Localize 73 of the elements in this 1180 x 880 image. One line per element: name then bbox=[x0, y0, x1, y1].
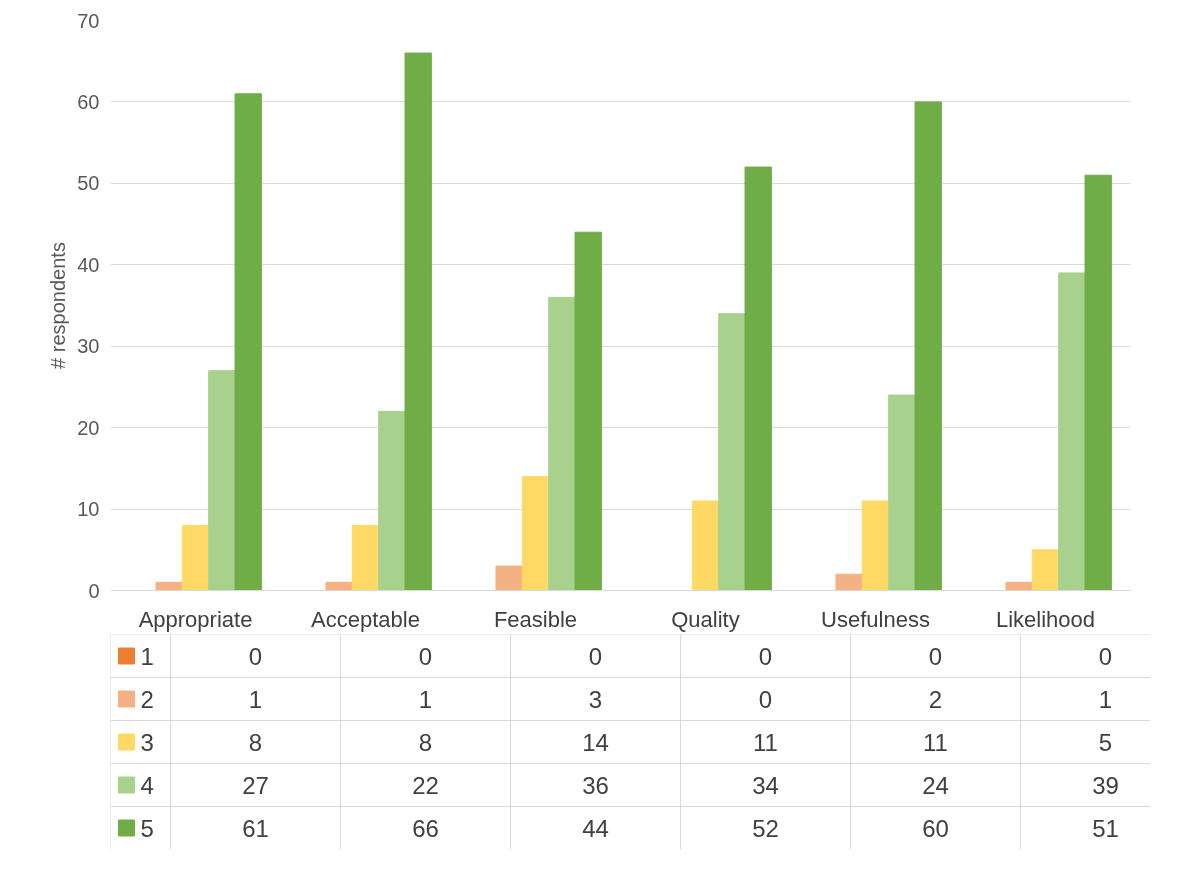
data-label: 39 bbox=[1092, 771, 1119, 799]
data-label: 24 bbox=[922, 771, 949, 799]
bar bbox=[548, 296, 576, 591]
bar bbox=[1084, 174, 1112, 591]
data-label: 11 bbox=[923, 728, 948, 756]
x-tick-label: Usefulness bbox=[821, 606, 930, 632]
data-label: 11 bbox=[753, 728, 778, 756]
bar bbox=[351, 524, 380, 591]
data-label: 44 bbox=[582, 814, 609, 842]
x-tick-label: Likelihood bbox=[995, 606, 1096, 632]
bar bbox=[1058, 272, 1086, 591]
bar bbox=[744, 166, 772, 591]
data-label: 36 bbox=[582, 771, 609, 799]
bar bbox=[1031, 549, 1060, 591]
data-label: 1 bbox=[1098, 685, 1113, 713]
y-tick-label: 40 bbox=[77, 253, 100, 276]
data-label: 66 bbox=[412, 814, 439, 842]
data-label: 27 bbox=[242, 771, 269, 799]
y-tick-label: 10 bbox=[77, 498, 100, 521]
bar bbox=[325, 581, 353, 591]
bar bbox=[835, 573, 863, 591]
legend-label: 4 bbox=[140, 771, 154, 799]
bar bbox=[378, 410, 406, 591]
y-tick-label: 30 bbox=[77, 335, 100, 358]
x-tick-label: Feasible bbox=[493, 606, 578, 632]
data-label: 1 bbox=[418, 685, 433, 713]
bar bbox=[888, 394, 916, 591]
bar bbox=[691, 500, 720, 591]
data-label: 0 bbox=[928, 642, 943, 670]
data-label: 60 bbox=[922, 814, 949, 842]
y-tick-label: 0 bbox=[88, 579, 100, 602]
bar bbox=[718, 313, 746, 591]
legend-label: 1 bbox=[140, 642, 154, 670]
data-label: 0 bbox=[758, 642, 773, 670]
data-label: 0 bbox=[1098, 642, 1113, 670]
data-label: 2 bbox=[928, 685, 943, 713]
bar bbox=[208, 370, 236, 591]
data-label: 14 bbox=[582, 728, 609, 756]
bar bbox=[574, 231, 602, 591]
bar bbox=[521, 476, 550, 591]
bar bbox=[234, 93, 262, 591]
y-tick-label: 50 bbox=[77, 172, 100, 195]
data-label: 8 bbox=[418, 728, 433, 756]
data-label: 22 bbox=[412, 771, 439, 799]
data-label: 51 bbox=[1092, 814, 1119, 842]
legend-label: 3 bbox=[140, 728, 154, 756]
bar bbox=[495, 565, 523, 591]
bar bbox=[1005, 581, 1033, 591]
data-label: 0 bbox=[758, 685, 773, 713]
bar bbox=[155, 581, 183, 591]
y-tick-label: 60 bbox=[77, 90, 100, 113]
data-label: 0 bbox=[418, 642, 433, 670]
x-tick-label: Acceptable bbox=[311, 606, 420, 632]
x-tick-label: Appropriate bbox=[138, 606, 253, 632]
data-label: 34 bbox=[752, 771, 779, 799]
y-tick-label: 70 bbox=[77, 9, 100, 32]
data-label: 52 bbox=[752, 814, 779, 842]
bar bbox=[181, 524, 210, 591]
data-label: 1 bbox=[248, 685, 263, 713]
data-label: 5 bbox=[1098, 728, 1113, 756]
data-label: 0 bbox=[588, 642, 603, 670]
x-tick-label: Quality bbox=[671, 606, 740, 632]
y-tick-label: 20 bbox=[77, 416, 100, 439]
y-axis-title: # respondents bbox=[47, 242, 70, 369]
legend-label: 2 bbox=[140, 685, 154, 713]
data-label: 0 bbox=[248, 642, 263, 670]
data-label: 61 bbox=[242, 814, 269, 842]
bar bbox=[861, 500, 890, 591]
data-label: 8 bbox=[248, 728, 263, 756]
legend-label: 5 bbox=[140, 814, 154, 842]
bar bbox=[404, 52, 432, 591]
data-label: 3 bbox=[588, 685, 603, 713]
bar bbox=[914, 101, 942, 591]
